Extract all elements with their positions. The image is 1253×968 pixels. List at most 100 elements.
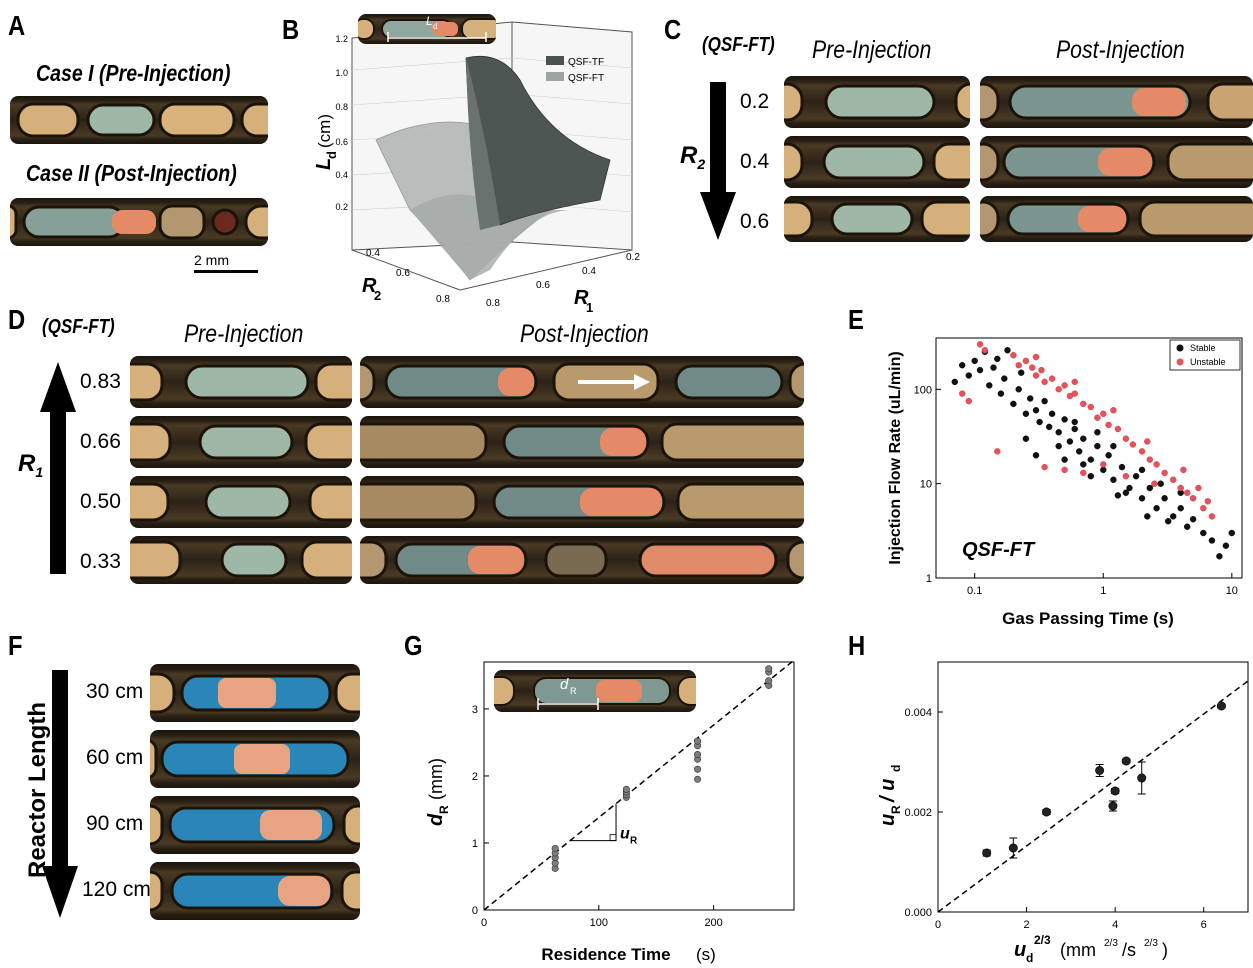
- data-point: [622, 785, 630, 793]
- point-unstable: [1041, 378, 1048, 386]
- point-unstable: [1146, 456, 1153, 463]
- point-stable: [997, 390, 1005, 397]
- point-unstable: [1208, 513, 1216, 520]
- z-tick: 0.4: [335, 170, 348, 180]
- point-stable: [1144, 513, 1151, 520]
- x-tick-label: 6: [1201, 919, 1207, 931]
- point-stable: [1208, 537, 1216, 544]
- point-stable: [1071, 425, 1078, 433]
- point-unstable: [994, 448, 1001, 455]
- point-stable: [1022, 410, 1030, 418]
- x-tick-label: 10: [1226, 585, 1238, 597]
- c-post-header: Post-Injection: [1056, 36, 1185, 64]
- point-stable: [1105, 452, 1112, 459]
- point-stable: [1153, 504, 1160, 512]
- d-axis-sub: 1: [35, 463, 44, 480]
- d-post-tube: [360, 356, 804, 408]
- chart-g-xlabel: Residence Time: [541, 945, 670, 964]
- d-post-header: Post-Injection: [520, 320, 649, 348]
- chart-h-ylabel-sub2: d: [889, 765, 903, 772]
- z-tick: 1.0: [335, 68, 348, 78]
- point-stable: [976, 366, 984, 374]
- inset-g-label: d: [560, 676, 569, 693]
- point-stable: [951, 378, 959, 386]
- point-stable: [1170, 513, 1177, 520]
- point-unstable: [1061, 466, 1068, 474]
- d-row-label: 0.83: [80, 370, 121, 393]
- point-stable: [1114, 492, 1122, 499]
- point-unstable: [1015, 362, 1022, 369]
- point-unstable: [1010, 352, 1017, 359]
- c-post-tube: [980, 76, 1253, 128]
- point-unstable: [981, 347, 989, 354]
- point-stable: [1132, 472, 1140, 480]
- chart-h-ylabel-sub: R: [889, 805, 903, 814]
- chart-g-ylabel: d: [425, 813, 447, 826]
- legend-swatch-qsf-tf: [546, 56, 564, 65]
- point-unstable: [958, 390, 966, 397]
- f-row-label: 30 cm: [86, 680, 144, 703]
- point-stable: [1228, 529, 1235, 537]
- surface-plot-3d: 1.2 1.0 0.8 0.6 0.4 0.2 0.4 0.6 0.8 0.2 …: [313, 21, 640, 315]
- f-tube: [150, 664, 360, 722]
- point-stable: [1222, 542, 1230, 549]
- point-stable: [1015, 386, 1022, 393]
- point-stable: [1126, 484, 1133, 492]
- c-qsf-label: (QSF-FT): [702, 34, 775, 56]
- r1-tick: 0.4: [582, 266, 596, 277]
- r1-tick: 0.2: [626, 252, 640, 263]
- point-stable: [1110, 476, 1117, 484]
- legend-marker-stable: [1176, 344, 1184, 352]
- c-axis-label: R2: [680, 142, 705, 172]
- point-stable: [1026, 395, 1034, 402]
- point-stable: [1066, 438, 1074, 445]
- point-unstable: [1055, 386, 1062, 393]
- x-tick-label: 0.1: [967, 585, 982, 597]
- x-tick-label: 200: [704, 917, 722, 929]
- point-stable: [1001, 375, 1008, 382]
- d-pre-tube: [130, 356, 352, 408]
- point-unstable: [1087, 403, 1095, 411]
- chart-h-frame: [937, 661, 1249, 913]
- point-stable: [1045, 423, 1053, 431]
- chart-h-xlabel: u: [1014, 939, 1026, 961]
- point-unstable: [1129, 441, 1137, 448]
- point-stable: [1010, 400, 1017, 408]
- point-unstable: [1048, 375, 1056, 382]
- c-pre-tube: [784, 76, 970, 128]
- point-stable: [1161, 495, 1168, 502]
- d-pre-tube: [130, 476, 352, 528]
- r1-tick: 0.6: [536, 280, 550, 291]
- c-down-arrow: [700, 82, 736, 240]
- r2-axis-label-sub: 2: [374, 288, 381, 303]
- point-unstable: [965, 397, 973, 405]
- y-tick-label: 10: [920, 479, 932, 491]
- point-unstable: [1028, 364, 1036, 371]
- d-row-label: 0.66: [80, 430, 121, 453]
- y-tick-label: 2: [472, 771, 478, 783]
- d-qsf-label: (QSF-FT): [42, 316, 115, 338]
- r2-tick: 0.6: [396, 268, 410, 279]
- point-stable: [1177, 504, 1184, 512]
- point-unstable: [1180, 466, 1187, 474]
- right-angle-marker: [609, 834, 617, 842]
- d-row-label: 0.33: [80, 550, 121, 573]
- z-tick: 0.2: [335, 202, 348, 212]
- chart-h-xlabel-sub: d: [1026, 951, 1033, 965]
- data-point: [694, 775, 702, 783]
- inset-g-label-sub: R: [570, 686, 577, 696]
- point-stable: [1122, 489, 1130, 497]
- point-unstable: [1110, 407, 1117, 414]
- point-stable: [1157, 480, 1164, 487]
- point-stable: [1094, 442, 1101, 450]
- d-up-arrow: [40, 362, 76, 574]
- panel-label-h: H: [848, 630, 866, 661]
- x-tick-label: 2: [1024, 919, 1030, 931]
- r1-axis-label-sub: 1: [586, 300, 593, 315]
- point-stable: [1032, 407, 1040, 414]
- c-pre-tube: [784, 136, 970, 188]
- slope-label: u: [620, 826, 630, 843]
- chart-g-frame: [483, 661, 795, 911]
- y-tick-label: 100: [914, 384, 932, 396]
- c-pre-header: Pre-Injection: [812, 36, 932, 64]
